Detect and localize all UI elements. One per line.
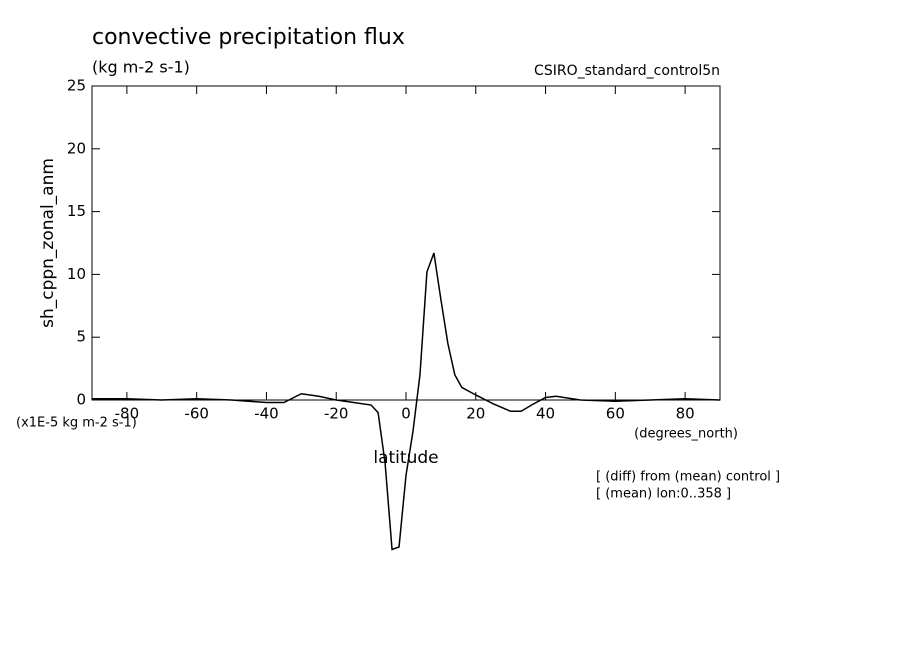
y-tick-label: 15 — [67, 202, 86, 220]
y-tick-label: 5 — [76, 328, 86, 346]
y-axis-label: sh_cppn_zonal_anm — [38, 158, 58, 328]
x-tick-label: -40 — [254, 405, 279, 423]
plot-frame — [91, 85, 721, 401]
y-tick-label: 20 — [67, 139, 86, 157]
x-tick-label: 0 — [401, 405, 411, 423]
annotation: [ (diff) from (mean) control ] — [596, 470, 780, 485]
x-axis-label: latitude — [373, 448, 438, 468]
x-tick-label: 40 — [536, 405, 555, 423]
y-tick-label: 25 — [67, 77, 86, 95]
chart-subtitle: (kg m-2 s-1) — [92, 58, 190, 77]
x-tick-label: -60 — [184, 405, 209, 423]
y-units: (x1E-5 kg m-2 s-1) — [16, 416, 137, 431]
data-line — [92, 252, 721, 551]
x-tick-label: -20 — [324, 405, 349, 423]
chart-title: convective precipitation flux — [92, 25, 405, 50]
y-tick-label: 0 — [76, 391, 86, 409]
x-tick-label: -80 — [115, 405, 140, 423]
x-tick-label: 80 — [676, 405, 695, 423]
dataset-label: CSIRO_standard_control5n — [534, 63, 720, 79]
annotation: [ (mean) lon:0..358 ] — [596, 487, 731, 502]
x-tick-label: 60 — [606, 405, 625, 423]
y-tick-label: 10 — [67, 265, 86, 283]
x-units: (degrees_north) — [634, 427, 738, 442]
x-tick-label: 20 — [466, 405, 485, 423]
